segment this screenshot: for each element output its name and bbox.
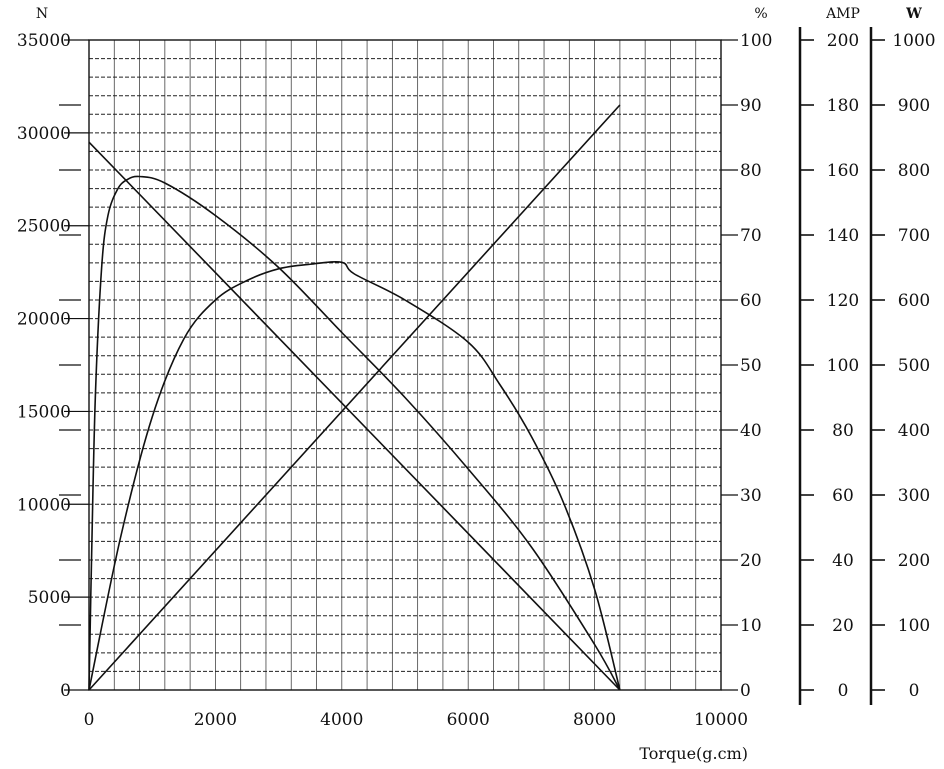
- y-tick-label-amp: 0: [838, 681, 849, 701]
- y-tick-label-amp: 100: [827, 356, 859, 376]
- y-tick-label-pct: 50: [740, 356, 762, 376]
- unit-label-W: W: [905, 6, 922, 22]
- y-tick-label-amp: 60: [832, 486, 854, 506]
- y-tick-label-N: 30000: [17, 124, 71, 144]
- y-tick-label-pct: 10: [740, 616, 762, 636]
- x-tick-label: 4000: [320, 710, 363, 730]
- x-tick-label: 6000: [447, 710, 490, 730]
- y-tick-label-N: 15000: [17, 402, 71, 422]
- y-tick-label-W: 700: [898, 226, 930, 246]
- y-tick-label-amp: 180: [827, 96, 859, 116]
- y-tick-label-N: 25000: [17, 217, 71, 237]
- y-tick-label-pct: 70: [740, 226, 762, 246]
- plot-frame: [88, 39, 722, 691]
- y-tick-label-pct: 60: [740, 291, 762, 311]
- y-tick-label-pct: 80: [740, 161, 762, 181]
- y-tick-label-W: 0: [909, 681, 920, 701]
- y-tick-label-amp: 200: [827, 31, 859, 51]
- y-tick-label-N: 10000: [17, 495, 71, 515]
- y-tick-label-N: 0: [60, 681, 71, 701]
- unit-label-N: N: [36, 6, 48, 22]
- y-tick-label-amp: 80: [832, 421, 854, 441]
- y-tick-label-pct: 0: [740, 681, 751, 701]
- y-tick-label-W: 300: [898, 486, 930, 506]
- y-tick-label-W: 200: [898, 551, 930, 571]
- y-tick-label-N: 5000: [28, 588, 71, 608]
- series-layer: [88, 104, 621, 691]
- x-tick-label: 10000: [694, 710, 748, 730]
- grid: [89, 40, 721, 690]
- series-line-W: [88, 260, 621, 691]
- y-tick-label-pct: 100: [740, 31, 772, 51]
- labels-layer: 05000100001500020000250003000035000N0102…: [17, 6, 936, 763]
- y-tick-label-amp: 120: [827, 291, 859, 311]
- y-tick-label-amp: 20: [832, 616, 854, 636]
- x-tick-label: 0: [84, 710, 95, 730]
- y-tick-label-W: 500: [898, 356, 930, 376]
- y-tick-label-amp: 40: [832, 551, 854, 571]
- series-line-pct: [88, 175, 621, 691]
- y-tick-label-amp: 140: [827, 226, 859, 246]
- y-tick-label-amp: 160: [827, 161, 859, 181]
- y-tick-label-W: 900: [898, 96, 930, 116]
- series-line-amp: [88, 104, 621, 691]
- unit-label-pct: %: [754, 6, 767, 22]
- y-tick-label-pct: 40: [740, 421, 762, 441]
- x-tick-label: 8000: [573, 710, 616, 730]
- y-tick-label-pct: 90: [740, 96, 762, 116]
- x-axis-label: Torque(g.cm): [639, 744, 748, 763]
- y-tick-label-W: 600: [898, 291, 930, 311]
- unit-label-amp: AMP: [825, 6, 860, 22]
- y-tick-label-N: 20000: [17, 310, 71, 330]
- y-tick-label-pct: 20: [740, 551, 762, 571]
- y-tick-label-pct: 30: [740, 486, 762, 506]
- y-tick-label-N: 35000: [17, 31, 71, 51]
- y-tick-label-W: 400: [898, 421, 930, 441]
- series-line-N: [88, 141, 621, 691]
- y-tick-label-W: 800: [898, 161, 930, 181]
- x-tick-label: 2000: [194, 710, 237, 730]
- axes: [59, 27, 885, 705]
- y-tick-label-W: 1000: [892, 31, 935, 51]
- y-tick-label-W: 100: [898, 616, 930, 636]
